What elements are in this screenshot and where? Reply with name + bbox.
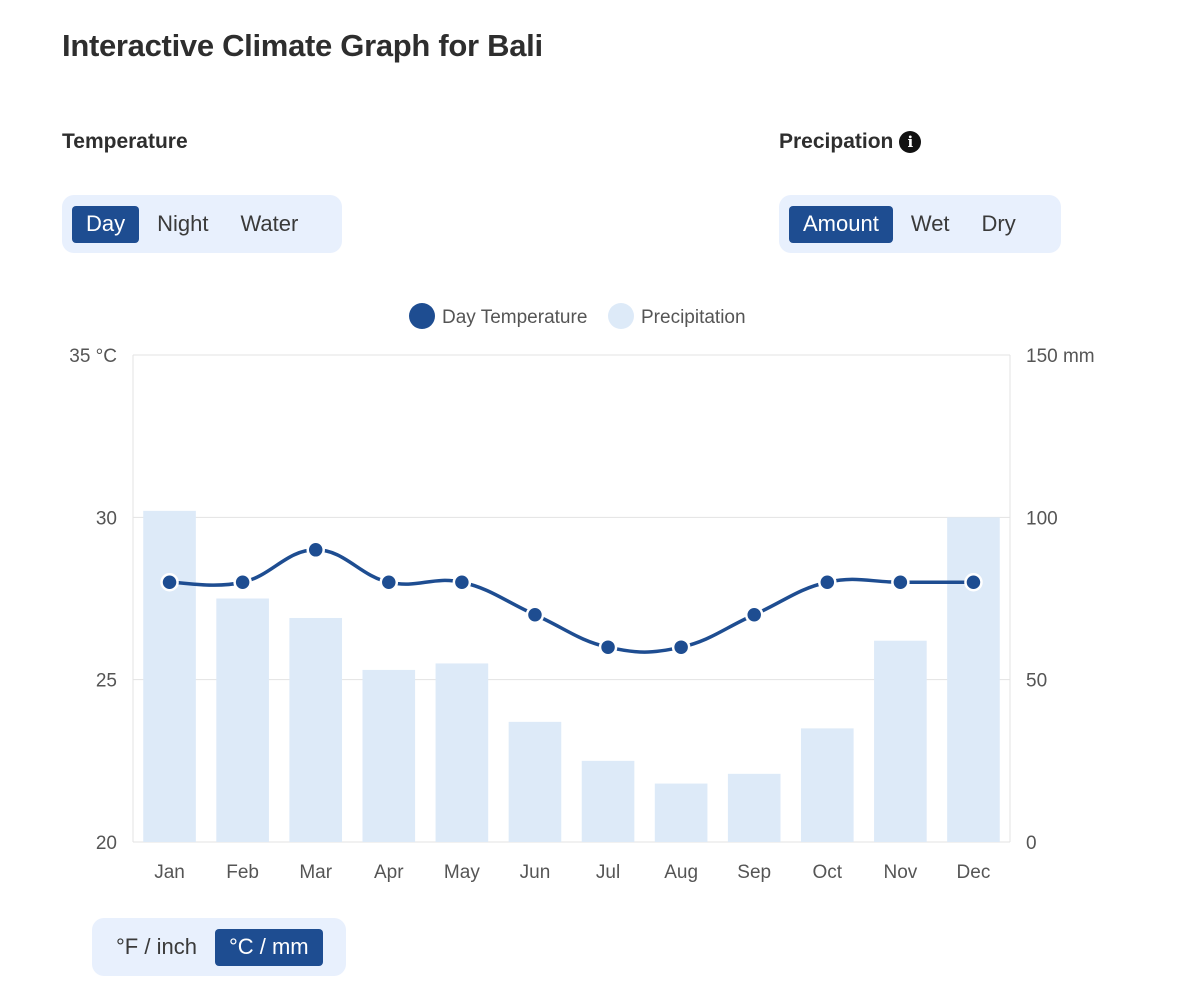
x-axis-tick-label: Apr: [374, 862, 404, 883]
precipitation-bar: [143, 510, 196, 842]
left-axis-tick-label: 30: [96, 508, 117, 529]
units-option-celsius[interactable]: °C / mm: [214, 928, 323, 966]
day-temperature-point: [452, 573, 472, 592]
precipitation-bar: [581, 760, 635, 842]
precipitation-bar: [874, 640, 927, 842]
x-axis-tick-label: Nov: [883, 862, 917, 883]
units-toggle: °F / inch °C / mm: [92, 918, 346, 976]
legend-marker-precipitation: [608, 303, 634, 329]
precipitation-bar: [216, 598, 269, 842]
right-axis-tick-label: 100: [1026, 508, 1058, 529]
left-axis-tick-label: 20: [96, 833, 117, 854]
x-axis-tick-label: Mar: [299, 862, 332, 883]
day-temperature-point: [818, 573, 837, 592]
temperature-option-night[interactable]: Night: [157, 211, 209, 236]
x-axis-tick-label: Aug: [664, 862, 698, 883]
legend-marker-day-temperature: [409, 303, 435, 329]
precipitation-bar: [435, 663, 489, 842]
page-title: Interactive Climate Graph for Bali: [62, 28, 543, 63]
temperature-toggle: Day Night Water: [62, 195, 342, 253]
day-temperature-point: [598, 637, 618, 657]
day-temperature-point: [233, 573, 252, 592]
precipitation-bar: [947, 517, 1000, 842]
precipitation-label: Precipation i: [779, 130, 922, 154]
precipitation-bar: [362, 669, 416, 842]
right-axis-tick-label: 50: [1026, 671, 1047, 692]
day-temperature-point: [525, 605, 545, 624]
day-temperature-point: [160, 573, 179, 592]
x-axis-tick-label: May: [444, 862, 480, 883]
precipitation-bar: [654, 783, 708, 842]
climate-chart: 20 25 30 35 °C 0 50 100 150 mm Jan Feb Mar Apr May Ju…: [69, 303, 1095, 883]
precipitation-toggle: Amount Wet Dry: [779, 195, 1061, 253]
x-axis-tick-label: Jun: [520, 862, 551, 883]
right-axis-tick-label: 0: [1026, 833, 1037, 854]
right-axis-tick-label: 150 mm: [1026, 346, 1095, 367]
units-option-fahrenheit[interactable]: °F / inch: [116, 934, 197, 959]
day-temperature-point: [891, 573, 910, 592]
precipitation-bar: [508, 721, 562, 842]
day-temperature-point: [379, 573, 399, 592]
x-axis-tick-label: Sep: [737, 862, 771, 883]
day-temperature-point: [306, 540, 325, 560]
temperature-option-day[interactable]: Day: [72, 205, 140, 243]
legend-label-precipitation: Precipitation: [641, 307, 746, 328]
x-axis-tick-label: Jul: [596, 862, 620, 883]
x-axis-tick-label: Jan: [154, 862, 185, 883]
info-icon[interactable]: i: [899, 131, 922, 153]
left-axis-tick-label: 25: [96, 671, 117, 692]
legend-label-day-temperature: Day Temperature: [442, 307, 587, 328]
precipitation-bar: [800, 728, 854, 842]
x-axis-tick-label: Feb: [226, 862, 259, 883]
precipitation-bar: [727, 773, 781, 842]
x-axis-tick-label: Oct: [813, 862, 843, 883]
precipitation-bar: [289, 617, 343, 842]
left-axis-tick-label: 35 °C: [69, 346, 117, 367]
temperature-option-water[interactable]: Water: [240, 211, 299, 236]
day-temperature-point: [964, 573, 983, 592]
day-temperature-point: [744, 605, 764, 624]
precipitation-option-wet[interactable]: Wet: [910, 211, 950, 236]
temperature-label: Temperature: [62, 130, 188, 153]
precipitation-option-amount[interactable]: Amount: [789, 205, 893, 243]
day-temperature-point: [671, 637, 691, 657]
x-axis-tick-label: Dec: [957, 862, 991, 883]
precipitation-option-dry[interactable]: Dry: [981, 211, 1016, 236]
